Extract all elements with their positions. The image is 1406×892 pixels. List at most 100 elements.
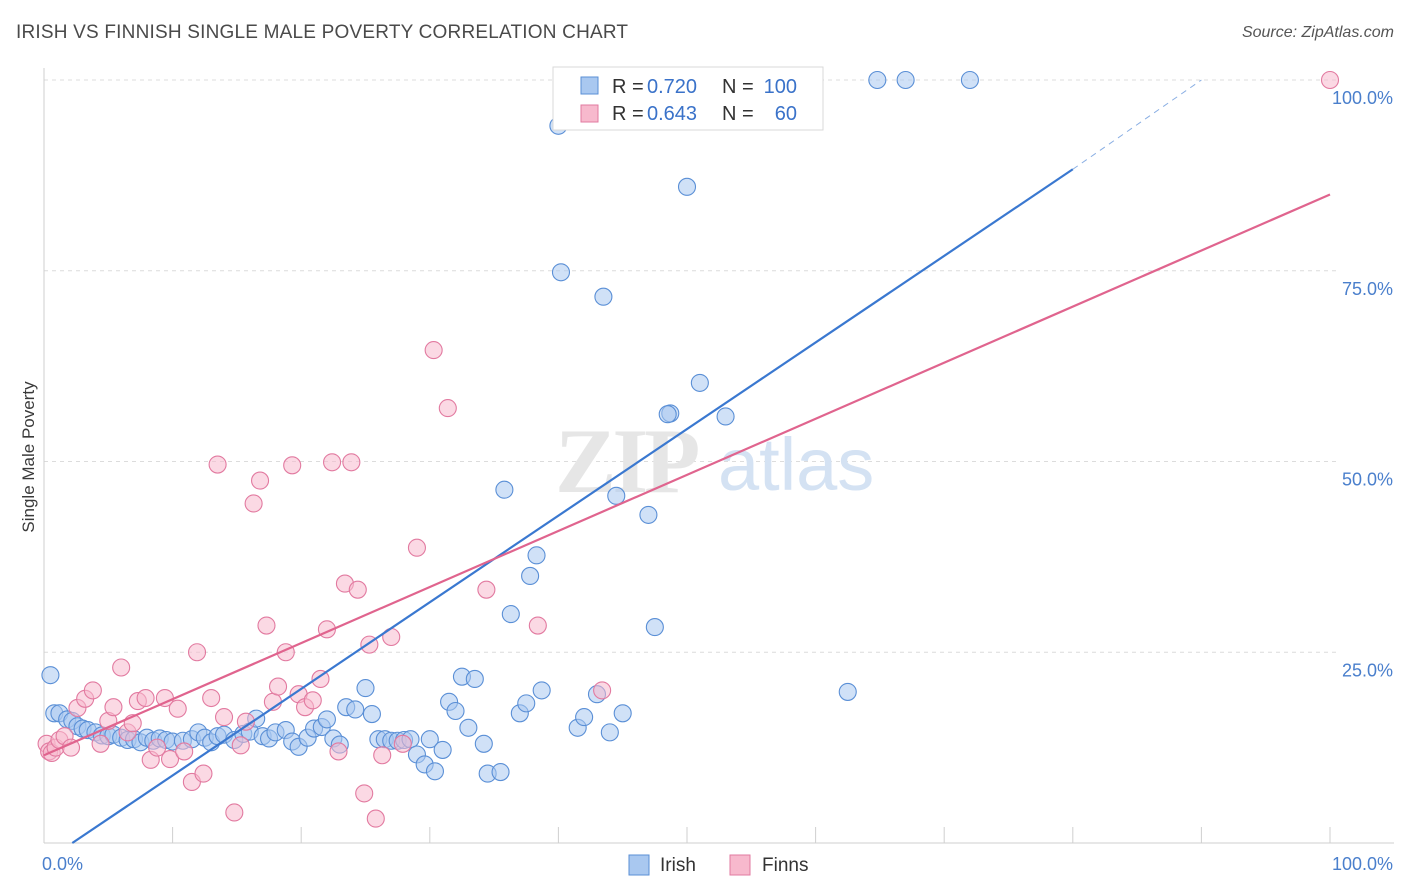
point-irish	[838, 682, 857, 701]
point-finns	[269, 677, 288, 696]
point-finns	[342, 453, 361, 472]
point-finns	[202, 688, 221, 708]
point-finns	[136, 688, 155, 708]
legend-n-value-2: 60	[775, 103, 797, 125]
point-finns	[1320, 70, 1340, 90]
point-finns	[208, 455, 227, 474]
legend-r-label-2: R =	[612, 103, 644, 125]
point-irish	[658, 405, 677, 424]
point-irish	[474, 734, 493, 753]
point-irish	[517, 694, 536, 713]
point-irish	[639, 505, 658, 524]
point-finns	[250, 471, 270, 490]
legend-swatch-irish	[580, 76, 599, 95]
legend-r-value-1: 0.720	[647, 76, 697, 98]
trend-line-irish	[71, 168, 1074, 844]
watermark-zip: ZIP	[555, 410, 698, 512]
series-finns	[37, 70, 1340, 828]
point-irish	[677, 177, 697, 196]
point-irish	[521, 566, 540, 586]
legend-n-label-1: N =	[722, 76, 754, 98]
point-finns	[355, 784, 374, 803]
point-irish	[420, 730, 439, 749]
axes	[43, 68, 1394, 844]
source-label: Source: ZipAtlas.com	[1241, 24, 1394, 41]
legend-n-label-2: N =	[722, 103, 754, 125]
point-irish	[645, 618, 664, 637]
y-tick-label: 25.0%	[1342, 660, 1393, 680]
point-irish	[346, 700, 365, 719]
trend-lines	[43, 79, 1331, 844]
point-finns	[528, 616, 547, 635]
legend-r-value-2: 0.643	[647, 103, 697, 125]
point-finns	[393, 734, 412, 753]
point-irish	[551, 263, 571, 282]
point-finns	[329, 742, 348, 761]
trend-line-finns	[43, 193, 1331, 757]
bottom-legend-swatch-irish	[628, 854, 650, 876]
point-irish	[495, 480, 514, 499]
point-irish	[501, 605, 520, 624]
point-finns	[91, 734, 110, 753]
point-finns	[283, 456, 302, 475]
gridlines	[44, 79, 1340, 653]
point-finns	[477, 580, 496, 599]
bottom-legend-swatch-finns	[729, 854, 751, 876]
point-irish	[41, 666, 60, 685]
point-finns	[175, 742, 194, 761]
series-points	[37, 70, 1340, 828]
bottom-legend: Irish Finns	[628, 854, 808, 876]
point-irish	[356, 679, 375, 698]
point-finns	[323, 453, 342, 472]
point-finns	[257, 616, 276, 635]
point-finns	[424, 341, 443, 360]
y-tick-label: 100.0%	[1332, 88, 1393, 108]
point-finns	[438, 399, 457, 418]
point-finns	[168, 699, 187, 718]
watermark: ZIP atlas	[555, 410, 874, 512]
point-irish	[613, 704, 632, 723]
point-irish	[362, 705, 381, 724]
x-tick-labels: 0.0% 100.0%	[42, 854, 1393, 874]
point-irish	[446, 701, 465, 721]
point-irish	[465, 669, 484, 689]
point-finns	[311, 669, 330, 689]
point-finns	[187, 643, 207, 662]
point-irish	[690, 373, 709, 392]
legend-box: R = 0.720 N = 100 R = 0.643 N = 60	[552, 66, 824, 131]
point-finns	[225, 803, 244, 822]
point-irish	[575, 708, 594, 727]
point-irish	[459, 718, 478, 737]
legend-r-label-1: R =	[612, 76, 644, 98]
trend-extension-irish	[1072, 79, 1202, 170]
y-tick-label: 50.0%	[1342, 470, 1393, 490]
y-tick-labels: 25.0% 50.0% 75.0% 100.0%	[1332, 88, 1393, 680]
point-irish	[896, 70, 915, 90]
point-finns	[244, 494, 263, 513]
point-finns	[194, 764, 213, 783]
point-irish	[600, 723, 619, 742]
point-finns	[104, 698, 123, 717]
legend-n-value-1: 100	[764, 76, 797, 98]
point-finns	[303, 691, 322, 710]
point-irish	[960, 70, 979, 90]
point-finns	[348, 580, 367, 599]
y-tick-label: 75.0%	[1342, 279, 1393, 299]
point-finns	[214, 708, 234, 727]
x-tick-label: 100.0%	[1332, 854, 1393, 874]
point-irish	[607, 486, 626, 505]
point-finns	[593, 681, 612, 700]
point-irish	[433, 740, 452, 759]
x-tick-label: 0.0%	[42, 854, 83, 874]
point-irish	[317, 710, 336, 729]
chart-title: IRISH VS FINNISH SINGLE MALE POVERTY COR…	[16, 22, 629, 43]
bottom-legend-label-irish: Irish	[660, 855, 696, 876]
y-axis-label: Single Male Poverty	[19, 381, 38, 533]
point-irish	[594, 287, 613, 306]
point-finns	[83, 681, 102, 700]
point-finns	[112, 658, 131, 677]
point-finns	[407, 538, 426, 557]
point-finns	[231, 736, 250, 755]
legend-swatch-finns	[580, 104, 599, 123]
